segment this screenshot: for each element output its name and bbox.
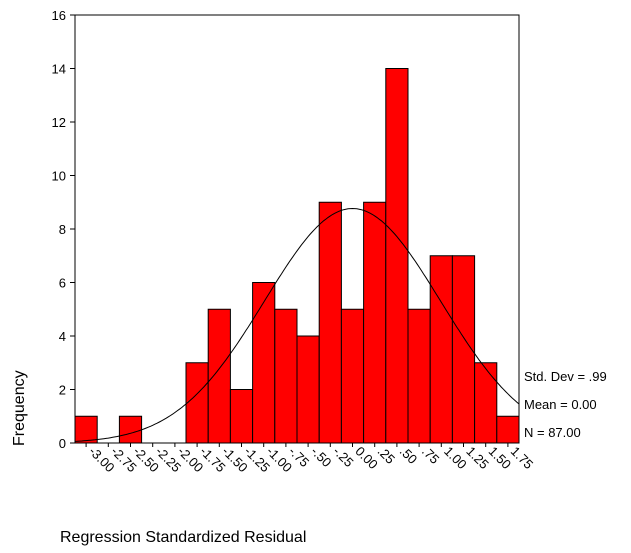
y-tick-label: 16	[52, 8, 66, 23]
y-tick-label: 8	[59, 222, 66, 237]
y-tick-label: 10	[52, 169, 66, 184]
x-tick-label: -.50	[308, 444, 334, 470]
bar	[229, 389, 254, 444]
stat-label: Mean = 0.00	[524, 397, 597, 412]
y-axis-title: Frequency	[11, 370, 28, 446]
stat-label: N = 87.00	[524, 425, 581, 440]
x-tick-label: -.25	[330, 444, 356, 470]
x-tick-label: 1.50	[486, 444, 515, 473]
bar	[407, 308, 431, 444]
bar	[207, 308, 231, 444]
bar	[340, 308, 365, 444]
x-tick-label: 1.75	[508, 444, 537, 473]
bar	[252, 282, 276, 444]
y-tick-label: 4	[59, 329, 66, 344]
y-tick-label: 2	[59, 383, 66, 398]
x-tick-label: 1.25	[463, 444, 492, 473]
bar	[118, 415, 143, 444]
x-axis-title: Regression Standardized Residual	[60, 529, 306, 546]
plot-frame	[74, 14, 520, 444]
bar	[74, 415, 98, 444]
bar	[385, 68, 409, 444]
bar	[296, 335, 320, 444]
stat-label: Std. Dev = .99	[524, 369, 607, 384]
x-tick-label: .75	[419, 444, 442, 467]
bar	[318, 201, 342, 444]
y-tick-label: 12	[52, 115, 66, 130]
x-tick-label: 0.00	[352, 444, 381, 473]
normal-curve	[74, 207, 520, 442]
y-tick-label: 6	[59, 276, 66, 291]
bar	[429, 255, 453, 444]
bar	[474, 362, 498, 444]
x-tick-label: 1.00	[441, 444, 470, 473]
x-tick-label: .50	[397, 444, 420, 467]
y-tick-label: 14	[52, 62, 66, 77]
bar	[363, 201, 387, 444]
bar	[274, 308, 298, 444]
y-tick-label: 0	[59, 436, 66, 451]
bar	[496, 415, 520, 444]
bar	[185, 362, 209, 444]
